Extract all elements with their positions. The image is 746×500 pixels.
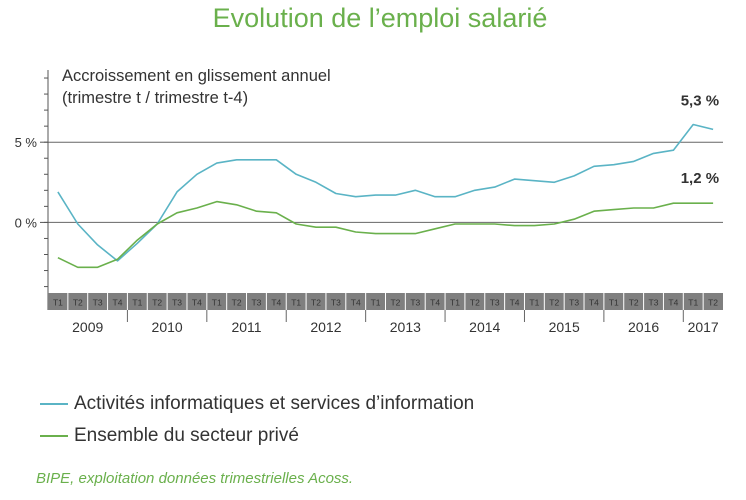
chart-subtitle-line2: (trimestre t / trimestre t-4) bbox=[62, 89, 248, 107]
legend-label-series-2: Ensemble du secteur privé bbox=[74, 425, 299, 446]
legend-swatch-series-1 bbox=[40, 403, 68, 405]
end-label-series-1: 5,3 % bbox=[681, 93, 719, 110]
quarter-tick-label: T1 bbox=[371, 298, 381, 308]
year-tick-label: 2013 bbox=[390, 319, 421, 335]
quarter-tick-label: T1 bbox=[688, 298, 698, 308]
quarter-tick-label: T1 bbox=[291, 298, 301, 308]
quarter-tick-label: T2 bbox=[708, 298, 718, 308]
quarter-tick-label: T2 bbox=[311, 298, 321, 308]
quarter-tick-label: T4 bbox=[510, 298, 520, 308]
quarter-tick-label: T1 bbox=[529, 298, 539, 308]
quarter-tick-label: T1 bbox=[609, 298, 619, 308]
year-tick-label: 2012 bbox=[310, 319, 341, 335]
quarter-tick-label: T2 bbox=[629, 298, 639, 308]
label-layer: 5,3 % 1,2 % bbox=[681, 93, 719, 188]
legend-item-series-2: Ensemble du secteur privé bbox=[40, 425, 299, 447]
end-label-series-2: 1,2 % bbox=[681, 170, 719, 187]
quarter-tick-label: T1 bbox=[212, 298, 222, 308]
legend-item-series-1: Activités informatiques et services d’in… bbox=[40, 393, 474, 415]
quarter-tick-label: T3 bbox=[251, 298, 261, 308]
chart-subtitle-line1: Accroissement en glissement annuel bbox=[62, 67, 331, 85]
quarter-tick-label: T3 bbox=[172, 298, 182, 308]
year-tick-label: 2016 bbox=[628, 319, 659, 335]
chart-title: Evolution de l’emploi salarié bbox=[213, 3, 548, 33]
year-tick-label: 2017 bbox=[688, 319, 719, 335]
year-tick-label: 2011 bbox=[231, 319, 261, 335]
quarter-tick-label: T2 bbox=[549, 298, 559, 308]
year-tick-label: 2010 bbox=[152, 319, 183, 335]
quarter-tick-label: T1 bbox=[132, 298, 142, 308]
quarter-tick-label: T2 bbox=[390, 298, 400, 308]
quarter-tick-label: T2 bbox=[73, 298, 83, 308]
quarter-tick-label: T3 bbox=[93, 298, 103, 308]
series-line-1 bbox=[57, 123, 714, 262]
year-tick-label: 2009 bbox=[72, 319, 103, 335]
quarter-tick-label: T4 bbox=[668, 298, 678, 308]
quarter-tick-label: T3 bbox=[569, 298, 579, 308]
axis-layer: 5 % 0 % T1 T2 T3 T4 T1 T2 T3 T4 T1 T2 T3 T4 T1 T2 T3 T4 T1… bbox=[15, 70, 723, 335]
quarter-tick-label: T2 bbox=[152, 298, 162, 308]
legend-label-series-1: Activités informatiques et services d’in… bbox=[74, 393, 475, 414]
quarter-tick-label: T4 bbox=[113, 298, 123, 308]
quarter-tick-label: T4 bbox=[271, 298, 281, 308]
chart: Evolution de l’emploi salarié Accroissem… bbox=[15, 3, 723, 335]
quarter-tick-label: T3 bbox=[331, 298, 341, 308]
quarter-tick-label: T3 bbox=[649, 298, 659, 308]
quarter-tick-label: T3 bbox=[410, 298, 420, 308]
y-tick-label: 0 % bbox=[15, 215, 38, 230]
grid-layer bbox=[48, 141, 723, 223]
legend-swatch-series-2 bbox=[40, 435, 68, 437]
source-note: BIPE, exploitation données trimestrielle… bbox=[36, 470, 354, 487]
quarter-tick-label: T1 bbox=[450, 298, 460, 308]
quarter-tick-label: T4 bbox=[351, 298, 361, 308]
quarter-tick-label: T2 bbox=[232, 298, 242, 308]
year-tick-label: 2014 bbox=[469, 319, 500, 335]
quarter-tick-label: T4 bbox=[430, 298, 440, 308]
quarter-tick-label: T3 bbox=[490, 298, 500, 308]
quarter-tick-label: T1 bbox=[53, 298, 63, 308]
quarter-tick-label: T4 bbox=[589, 298, 599, 308]
series-line-2 bbox=[57, 200, 714, 269]
quarter-tick-label: T2 bbox=[470, 298, 480, 308]
series-layer bbox=[57, 123, 714, 269]
y-tick-label: 5 % bbox=[15, 135, 38, 150]
quarter-tick-label: T4 bbox=[192, 298, 202, 308]
year-tick-label: 2015 bbox=[549, 319, 580, 335]
